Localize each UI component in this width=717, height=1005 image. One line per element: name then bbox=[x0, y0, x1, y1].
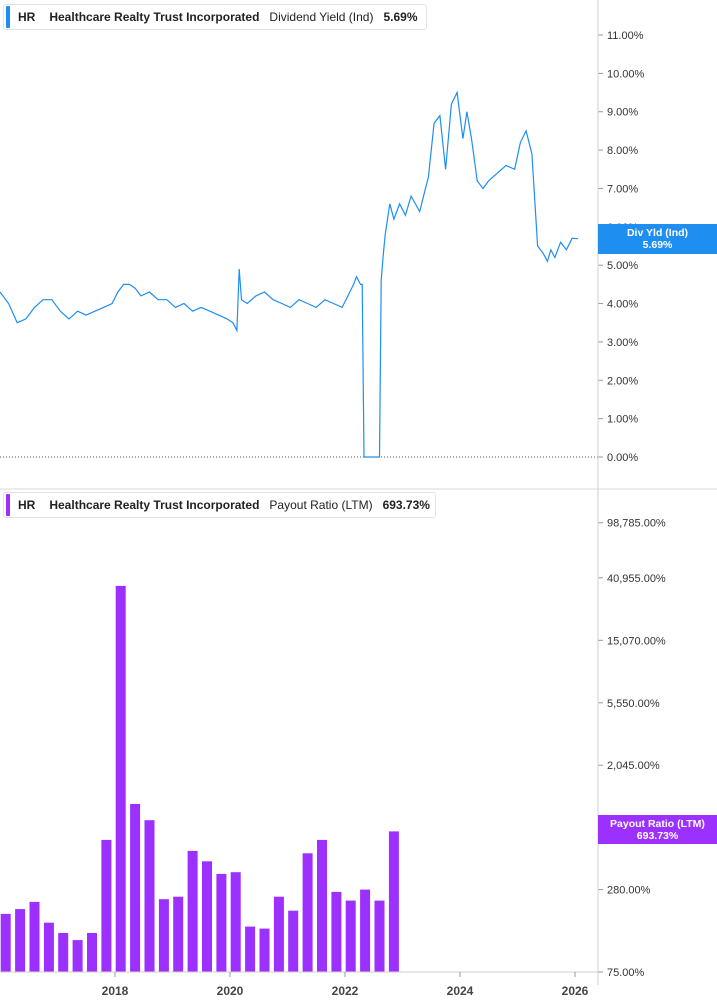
payout-ratio-value-tag: Payout Ratio (LTM) 693.73% bbox=[598, 815, 717, 844]
top-legend: HR Healthcare Realty Trust Incorporated … bbox=[3, 4, 427, 30]
payout-ratio-bar bbox=[230, 872, 241, 972]
y-tick-label: 75.00% bbox=[607, 967, 645, 979]
x-tick-label: 2018 bbox=[102, 984, 129, 998]
top-legend-value: 5.69% bbox=[383, 10, 418, 24]
y-tick-label: 11.00% bbox=[607, 30, 644, 42]
payout-ratio-bar bbox=[29, 901, 40, 972]
y-tick-label: 40,955.00% bbox=[607, 573, 666, 585]
payout-ratio-bar bbox=[43, 922, 54, 972]
top-legend-metric: Dividend Yield (Ind) bbox=[269, 10, 374, 24]
payout-ratio-panel: 75.00% 280.00% 2,045.00% 5,550.00% 15,070.00… bbox=[0, 518, 666, 979]
payout-ratio-bar bbox=[15, 909, 26, 972]
payout-ratio-bar bbox=[202, 861, 212, 972]
y-tick-label: 8.00% bbox=[607, 145, 638, 157]
payout-ratio-bar bbox=[273, 896, 284, 972]
bottom-legend-ticker: HR bbox=[18, 498, 36, 512]
dividend-yield-value-tag: Div Yld (Ind) 5.69% bbox=[598, 224, 717, 254]
payout-ratio-tag-value: 693.73% bbox=[636, 830, 679, 842]
payout-ratio-bar bbox=[173, 896, 184, 972]
payout-ratio-bar bbox=[302, 853, 313, 972]
payout-ratio-bar bbox=[259, 928, 270, 972]
payout-ratio-bar bbox=[345, 900, 356, 972]
x-tick-label: 2020 bbox=[217, 984, 244, 998]
top-legend-ticker: HR bbox=[18, 10, 36, 24]
y-tick-label: 5,550.00% bbox=[607, 698, 660, 710]
bottom-y-axis: 75.00% 280.00% 2,045.00% 5,550.00% 15,070.00… bbox=[598, 518, 666, 979]
y-tick-label: 98,785.00% bbox=[607, 518, 666, 530]
y-tick-label: 9.00% bbox=[607, 107, 638, 119]
payout-ratio-bar bbox=[72, 940, 83, 972]
dividend-yield-tag-value: 5.69% bbox=[642, 239, 673, 251]
y-tick-label: 7.00% bbox=[607, 183, 638, 195]
y-tick-label: 3.00% bbox=[607, 337, 638, 349]
x-tick-label: 2026 bbox=[562, 984, 589, 998]
dividend-yield-tag-label: Div Yld (Ind) bbox=[626, 227, 689, 239]
x-tick-label: 2024 bbox=[447, 984, 474, 998]
payout-ratio-bar bbox=[101, 839, 112, 972]
bottom-legend-value: 693.73% bbox=[382, 498, 430, 512]
payout-ratio-bar bbox=[130, 804, 141, 972]
payout-ratio-bars bbox=[0, 585, 399, 972]
payout-ratio-bar bbox=[216, 873, 227, 972]
payout-ratio-bar bbox=[331, 891, 342, 972]
payout-ratio-bar bbox=[288, 910, 299, 972]
x-axis: 2018 2020 2022 2024 2026 bbox=[102, 972, 589, 998]
payout-ratio-bar bbox=[158, 899, 169, 972]
payout-ratio-bar bbox=[187, 850, 198, 972]
dividend-yield-panel: 0.00%1.00%2.00%3.00%4.00%5.00%6.00%7.00%… bbox=[0, 30, 645, 464]
payout-ratio-bar bbox=[144, 820, 155, 972]
payout-ratio-bar bbox=[115, 585, 126, 972]
x-tick-label: 2022 bbox=[332, 984, 359, 998]
payout-ratio-bar bbox=[87, 933, 97, 972]
y-tick-label: 2.00% bbox=[607, 375, 638, 387]
dividend-yield-series-line bbox=[0, 90, 578, 458]
top-legend-color-swatch bbox=[6, 6, 10, 28]
payout-ratio-bar bbox=[374, 900, 385, 972]
payout-ratio-bar bbox=[388, 831, 399, 972]
bottom-legend-company: Healthcare Realty Trust Incorporated bbox=[49, 498, 260, 512]
payout-ratio-bar bbox=[58, 933, 69, 972]
payout-ratio-tag-label: Payout Ratio (LTM) bbox=[610, 818, 705, 830]
y-tick-label: 4.00% bbox=[607, 299, 638, 311]
y-tick-label: 1.00% bbox=[607, 414, 638, 426]
y-tick-label: 0.00% bbox=[607, 452, 638, 464]
bottom-legend-color-swatch bbox=[6, 494, 10, 516]
y-tick-label: 280.00% bbox=[607, 885, 651, 897]
payout-ratio-bar bbox=[360, 889, 371, 972]
payout-ratio-bar bbox=[317, 839, 327, 972]
y-tick-label: 5.00% bbox=[607, 260, 638, 272]
top-legend-company: Healthcare Realty Trust Incorporated bbox=[49, 10, 260, 24]
y-tick-label: 2,045.00% bbox=[607, 760, 660, 772]
bottom-legend: HR Healthcare Realty Trust Incorporated … bbox=[3, 492, 436, 518]
payout-ratio-bar bbox=[245, 926, 256, 972]
bottom-legend-metric: Payout Ratio (LTM) bbox=[269, 498, 373, 512]
y-tick-label: 10.00% bbox=[607, 68, 645, 80]
payout-ratio-bar bbox=[0, 913, 11, 972]
y-tick-label: 15,070.00% bbox=[607, 635, 666, 647]
